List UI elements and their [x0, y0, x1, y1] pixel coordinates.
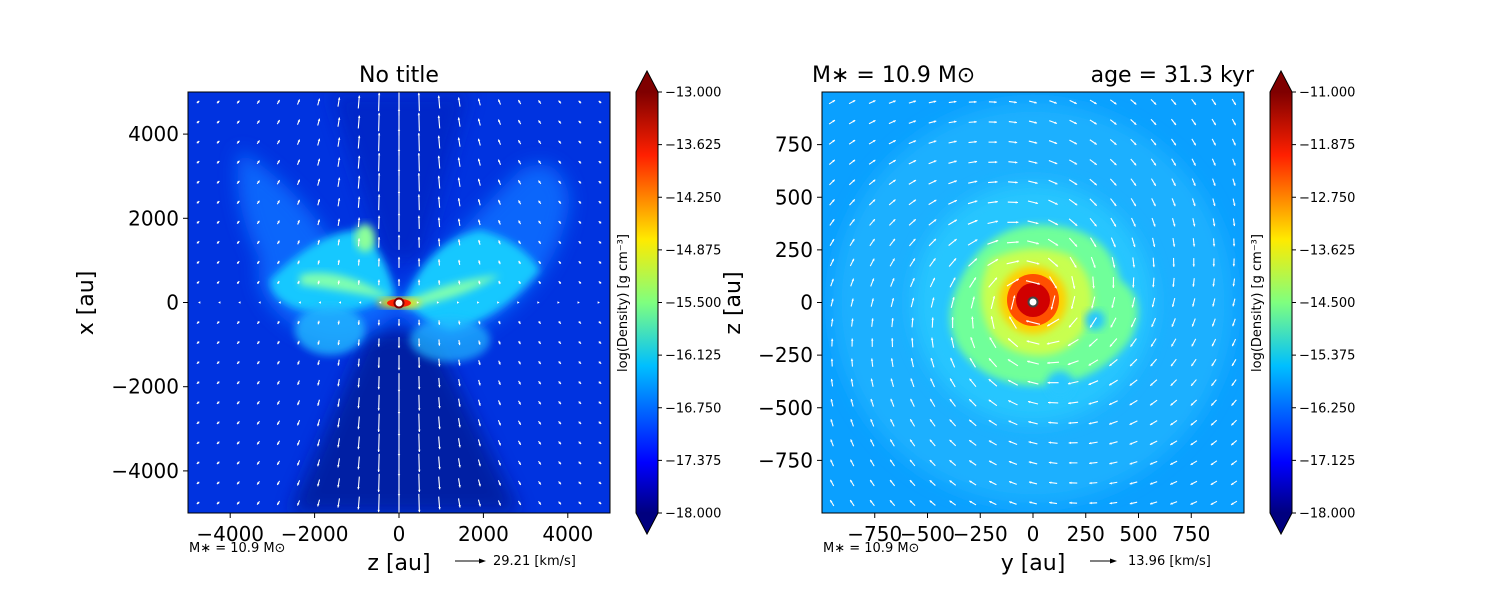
right-y-tick-label: 0: [800, 291, 813, 315]
left-velocity-arrowhead: [398, 89, 400, 91]
left-velocity-arrow: [419, 434, 420, 452]
right-y-tick-label: −750: [758, 448, 813, 472]
right-mass-annotation: M∗ = 10.9 M⊙: [823, 541, 919, 556]
left-x-tick-label: −2000: [281, 522, 349, 546]
left-velocity-arrow: [379, 153, 380, 171]
left-colorbar-tick-label: −16.750: [665, 401, 721, 416]
left-velocity-arrow: [419, 133, 420, 151]
left-velocity-arrow: [379, 494, 380, 512]
right-y-tick-label: −250: [758, 343, 813, 367]
right-colorbar-tick-label: −12.750: [1299, 191, 1355, 206]
right-colorbar-tick-label: −14.500: [1299, 296, 1355, 311]
left-x-tick-label: 0: [393, 522, 406, 546]
left-velocity-arrow: [419, 474, 420, 492]
right-x-axis-label: y [au]: [1001, 551, 1066, 576]
right-x-tick-label: −250: [953, 522, 1008, 546]
left-colorbar-tick-label: −17.375: [665, 454, 721, 469]
right-panel-title-age: age = 31.3 kyr: [1091, 63, 1255, 88]
left-panel: No title z [au] x [au] −4000 −2000 0 2000 40…: [74, 63, 610, 576]
right-x-tick-label: 750: [1172, 522, 1210, 546]
left-panel-title: No title: [359, 63, 439, 88]
left-velocity-arrow: [419, 93, 420, 111]
right-velocity-key-label: 13.96 [km/s]: [1128, 554, 1211, 569]
left-colorbar-tick-label: −13.625: [665, 138, 721, 153]
left-velocity-arrow: [379, 434, 380, 452]
right-colorbar-tick-label: −18.000: [1299, 507, 1355, 522]
left-y-tick-label: −4000: [111, 459, 179, 483]
left-x-tick-label: 2000: [458, 522, 509, 546]
left-velocity-arrow: [379, 454, 380, 472]
left-y-tick-label: −2000: [111, 375, 179, 399]
left-velocity-arrow: [379, 474, 380, 492]
right-y-axis-label: z [au]: [721, 271, 746, 334]
right-x-tick-label: 250: [1067, 522, 1105, 546]
right-y-tick-label: 250: [775, 238, 813, 262]
left-colorbar-tick-label: −13.000: [665, 86, 721, 101]
right-y-tick-label: 750: [775, 133, 813, 157]
left-density-map: [188, 89, 610, 517]
left-colorbar-tick-label: −14.250: [665, 191, 721, 206]
left-y-axis-label: x [au]: [74, 271, 99, 336]
right-colorbar-tick-label: −13.625: [1299, 243, 1355, 258]
left-velocity-arrow: [379, 113, 380, 131]
left-velocity-arrow: [379, 414, 380, 432]
right-density-map: [822, 92, 1244, 513]
left-velocity-arrow: [419, 494, 420, 512]
right-panel: M∗ = 10.9 M⊙ age = 31.3 kyr y [au] z [au…: [721, 63, 1255, 576]
left-colorbar-tick-label: −18.000: [665, 507, 721, 522]
left-velocity-arrow: [419, 153, 420, 171]
right-x-tick-label: 500: [1119, 522, 1157, 546]
right-panel-title-mass: M∗ = 10.9 M⊙: [812, 63, 975, 88]
left-colorbar-label: log(Density) [g cm⁻³]: [616, 234, 631, 372]
left-y-tick-label: 4000: [128, 122, 179, 146]
right-colorbar-label: log(Density) [g cm⁻³]: [1250, 234, 1265, 372]
right-colorbar-tick-label: −17.125: [1299, 454, 1355, 469]
left-x-tick-label: 4000: [542, 522, 593, 546]
left-velocity-arrow: [419, 414, 420, 432]
left-x-axis-label: z [au]: [367, 551, 430, 576]
left-colorbar-tick-label: −15.500: [665, 296, 721, 311]
left-y-tick-label: 2000: [128, 206, 179, 230]
left-colorbar-tick-label: −16.125: [665, 349, 721, 364]
left-mass-annotation: M∗ = 10.9 M⊙: [189, 541, 285, 556]
left-velocity-arrow: [379, 93, 380, 111]
left-velocity-key-label: 29.21 [km/s]: [493, 554, 576, 569]
right-colorbar-tick-label: −11.875: [1299, 138, 1355, 153]
left-velocity-arrow: [419, 173, 420, 191]
right-x-tick-label: 0: [1027, 522, 1040, 546]
right-colorbar-tick-label: −11.000: [1299, 86, 1355, 101]
right-y-tick-label: 500: [775, 185, 813, 209]
right-y-tick-label: −500: [758, 396, 813, 420]
left-colorbar: −13.000 −13.625 −14.250 −14.875 −15.500 −16.1…: [616, 71, 721, 534]
left-colorbar-ticks: −13.000 −13.625 −14.250 −14.875 −15.500 −16.1…: [658, 86, 721, 522]
left-velocity-arrow: [419, 113, 420, 131]
right-colorbar-tick-label: −16.250: [1299, 401, 1355, 416]
right-colorbar-tick-label: −15.375: [1299, 349, 1355, 364]
left-velocity-arrow: [379, 173, 380, 191]
right-colorbar-ticks: −11.000 −11.875 −12.750 −13.625 −14.500 −15.3…: [1292, 86, 1355, 522]
left-y-tick-label: 0: [166, 291, 179, 315]
right-colorbar: −11.000 −11.875 −12.750 −13.625 −14.500 −15.3…: [1250, 71, 1355, 534]
left-velocity-arrow: [379, 133, 380, 151]
left-velocity-arrow: [419, 454, 420, 472]
left-colorbar-tick-label: −14.875: [665, 243, 721, 258]
